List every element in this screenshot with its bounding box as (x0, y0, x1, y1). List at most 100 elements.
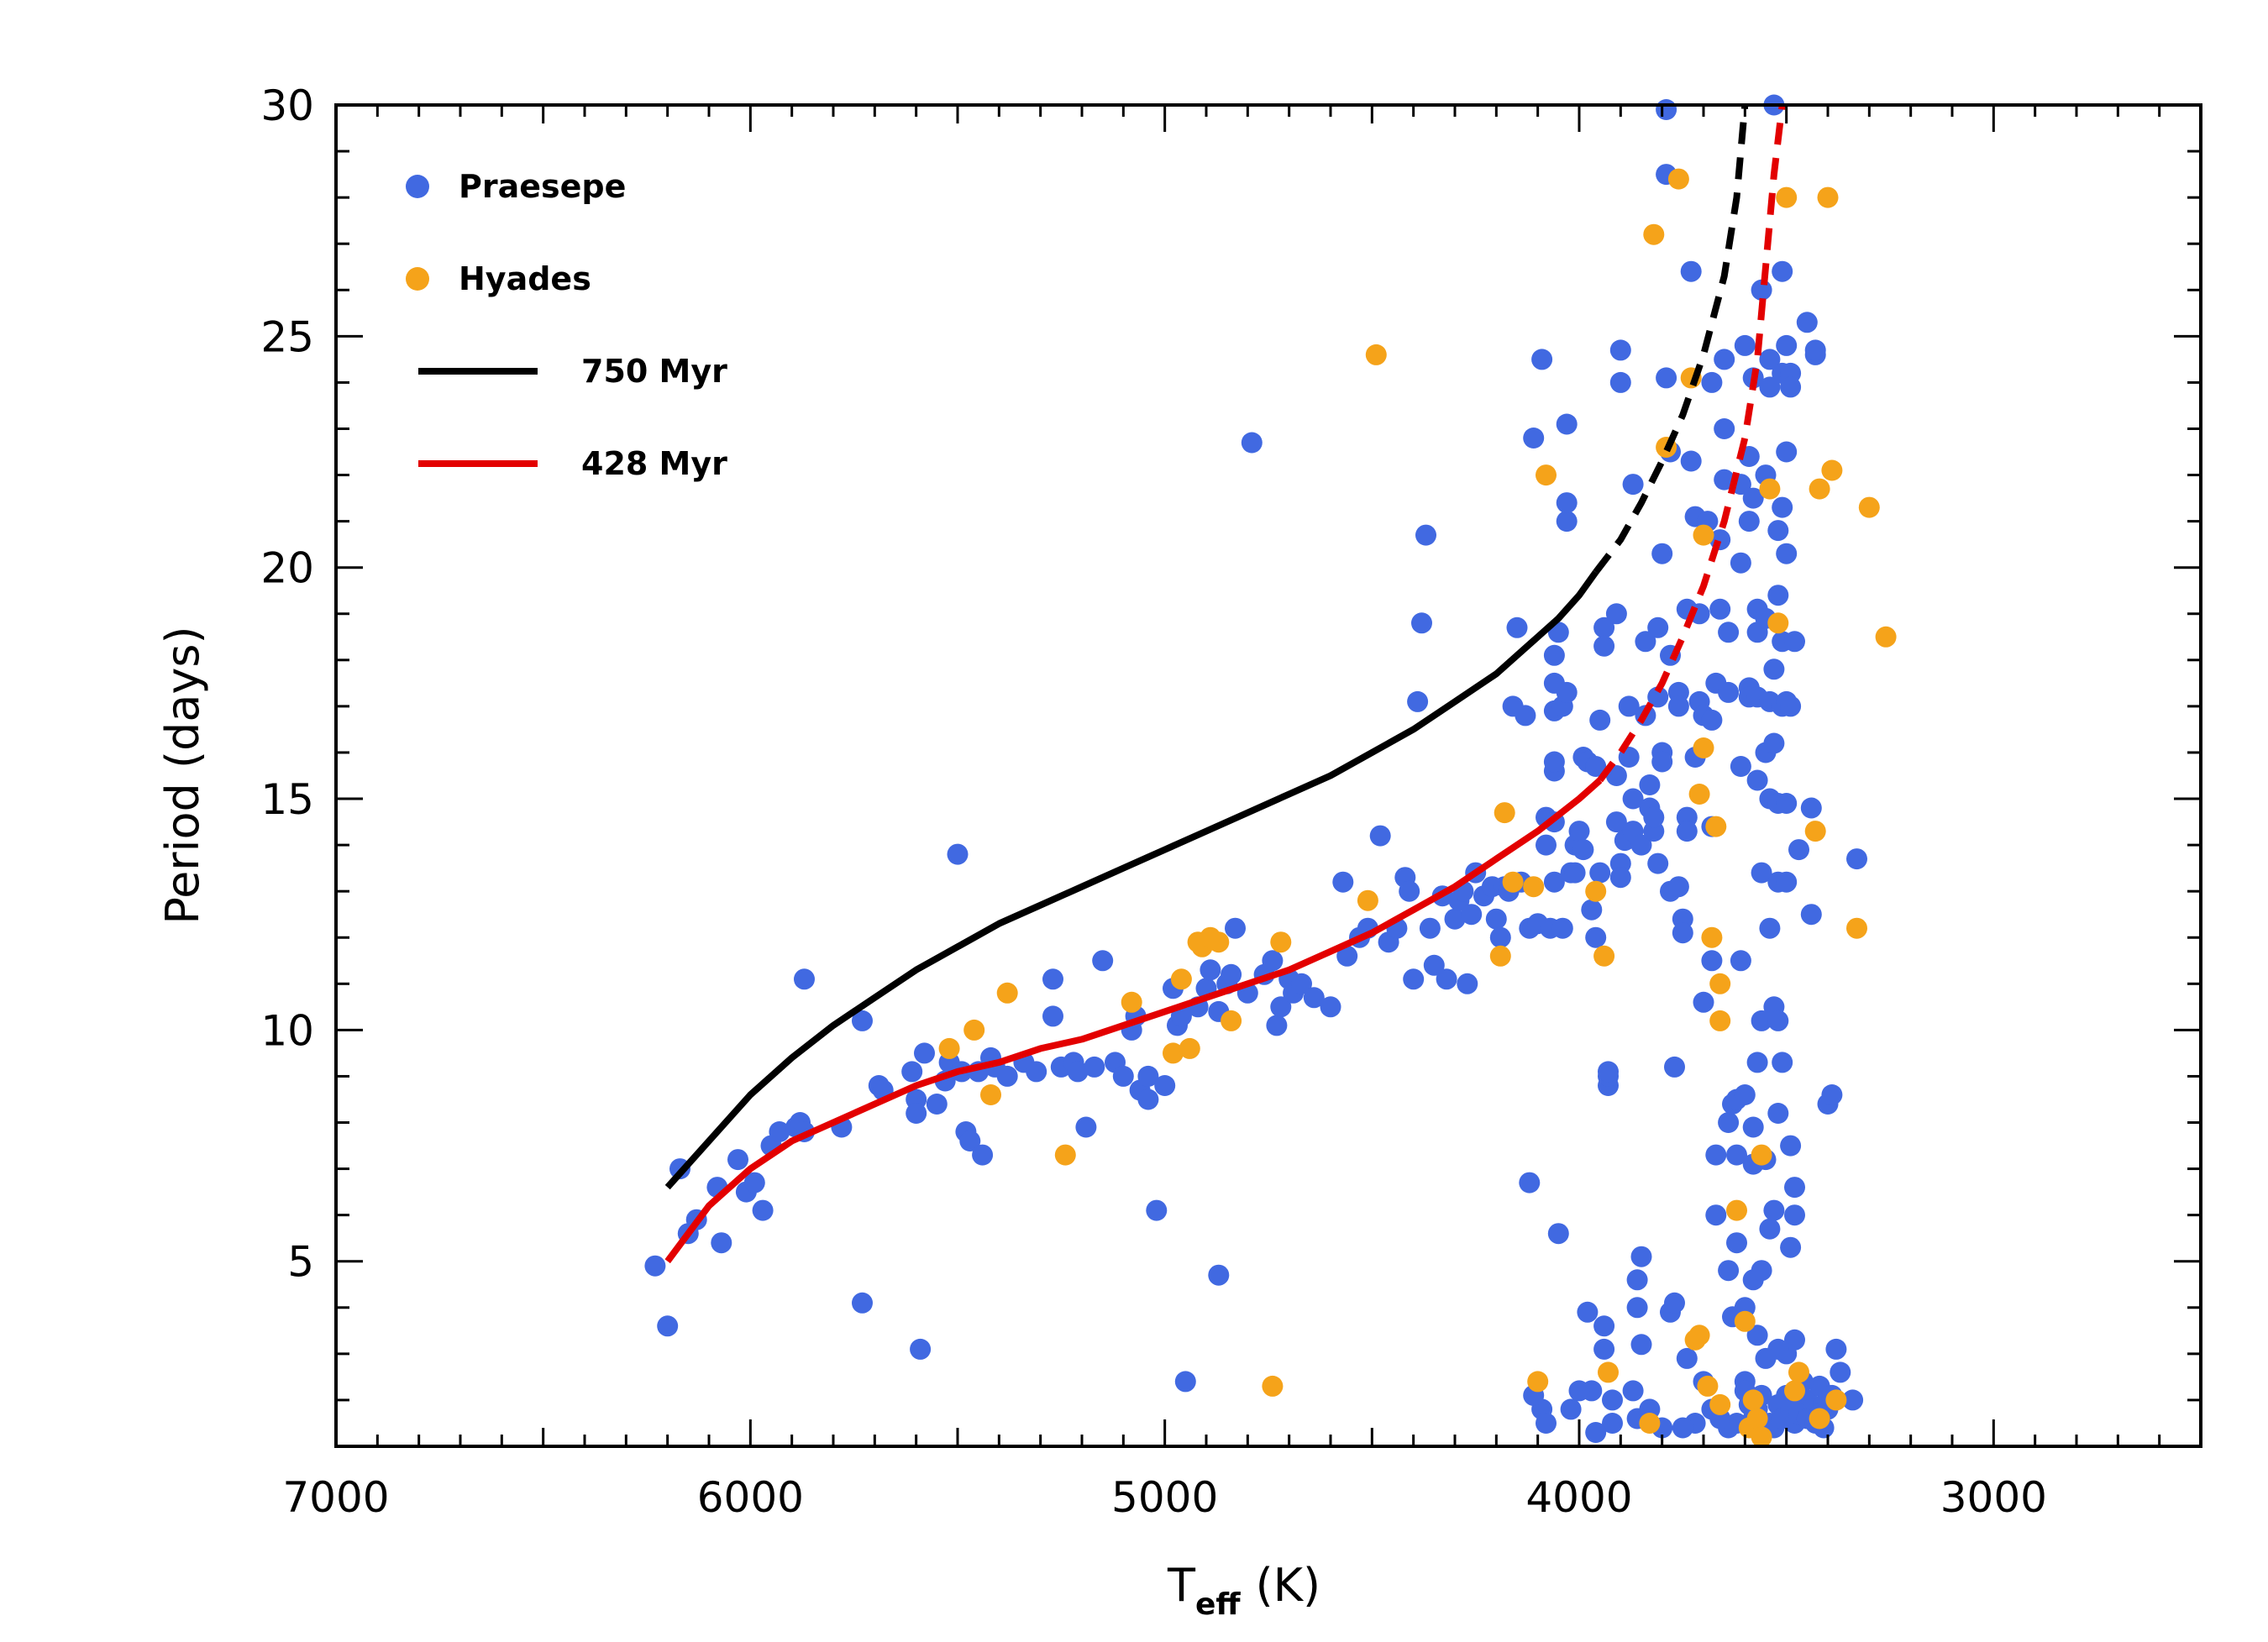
praesepe-point (1667, 876, 1689, 898)
praesepe-point (1664, 1056, 1685, 1078)
praesepe-point (1581, 899, 1603, 921)
praesepe-point (1693, 991, 1714, 1013)
hyades-point (1365, 344, 1387, 365)
plot-frame (334, 103, 2202, 1448)
hyades-point (938, 1037, 960, 1059)
hyades-point (1846, 917, 1867, 939)
praesepe-point (1776, 793, 1798, 814)
hyades-point (1809, 1408, 1830, 1430)
praesepe-point (1780, 1236, 1802, 1258)
x-axis-title-sub: eff (1195, 1587, 1241, 1622)
praesepe-point (1589, 862, 1611, 884)
hyades-point (1709, 973, 1731, 994)
praesepe-point (1776, 334, 1798, 356)
hyades-point (1054, 1144, 1076, 1166)
hyades-point (1639, 1413, 1661, 1434)
hyades-point (1767, 612, 1789, 634)
hyades-point (1527, 1371, 1549, 1393)
praesepe-point (1759, 349, 1781, 370)
praesepe-point (996, 1065, 1018, 1087)
praesepe-point (1515, 705, 1536, 727)
praesepe-point (1092, 950, 1114, 972)
praesepe-point (1846, 848, 1867, 870)
praesepe-point (1605, 603, 1627, 625)
hyades-point (1163, 1042, 1184, 1064)
praesepe-point (1200, 959, 1221, 981)
praesepe-point (1146, 1199, 1168, 1221)
praesepe-point (1751, 862, 1772, 884)
praesepe-point (1730, 950, 1751, 972)
praesepe-point (947, 843, 969, 865)
y-tick-label: 30 (260, 81, 314, 130)
praesepe-point (1556, 681, 1578, 703)
hyades-point (1523, 876, 1545, 898)
praesepe-point (1780, 1135, 1802, 1157)
hyades-point (1701, 926, 1723, 948)
hyades-point (1357, 889, 1378, 911)
hyades-point (1751, 1426, 1772, 1448)
praesepe-point (1714, 469, 1735, 491)
praesepe-point (1772, 260, 1793, 282)
hyades-point (1858, 496, 1880, 518)
praesepe-point (1780, 376, 1802, 398)
praesepe-point (743, 1172, 765, 1193)
praesepe-point (972, 1144, 994, 1166)
hyades-point (1751, 1144, 1772, 1166)
praesepe-point (1763, 1199, 1785, 1221)
y-tick-label: 20 (260, 544, 314, 593)
praesepe-point (1672, 922, 1693, 944)
praesepe-point (1556, 511, 1578, 532)
hyades-point (1262, 1375, 1284, 1397)
praesepe-point (1564, 862, 1586, 884)
hyades-point (1734, 1310, 1756, 1332)
legend-label-750-myr: 750 Myr (581, 353, 727, 390)
praesepe-point (1647, 852, 1669, 874)
hyades-point (1502, 871, 1524, 893)
praesepe-point (1630, 1246, 1652, 1267)
praesepe-point (914, 1042, 935, 1064)
praesepe-point (910, 1338, 932, 1360)
hyades-point (1598, 1361, 1619, 1383)
praesepe-point (1336, 945, 1358, 967)
hyades-point (1693, 737, 1714, 758)
praesepe-point (1303, 987, 1325, 1009)
praesepe-point (644, 1255, 666, 1277)
legend-label-hyades: Hyades (459, 260, 591, 297)
praesepe-point (1506, 616, 1528, 638)
x-axis-title-main: T (1167, 1559, 1196, 1612)
praesepe-point (1821, 1084, 1843, 1105)
praesepe-point (1598, 1061, 1619, 1083)
hyades-point (1709, 1393, 1731, 1415)
praesepe-point (1622, 788, 1644, 810)
praesepe-point (1622, 1380, 1644, 1402)
hyades-point (1726, 1199, 1747, 1221)
praesepe-point (1411, 612, 1432, 634)
curve-750-myr-solid (664, 569, 1599, 1190)
praesepe-point (1461, 904, 1483, 926)
praesepe-point (1605, 811, 1627, 833)
praesepe-point (1067, 1061, 1089, 1083)
praesepe-point (1332, 871, 1354, 893)
praesepe-point (1137, 1089, 1159, 1110)
praesepe-point (1776, 543, 1798, 564)
hyades-point (1742, 1389, 1764, 1411)
hyades-point (1494, 802, 1515, 824)
praesepe-point (1767, 1010, 1789, 1031)
praesepe-point (1730, 756, 1751, 777)
praesepe-point (1776, 441, 1798, 463)
praesepe-point (1523, 428, 1545, 449)
legend: Praesepe Hyades 750 Myr 428 Myr (406, 168, 727, 482)
praesepe-point (1664, 1292, 1685, 1314)
praesepe-point (1680, 260, 1702, 282)
praesepe-point (1547, 1223, 1569, 1245)
x-tick-label: 6000 (697, 1473, 804, 1522)
praesepe-point (1676, 1347, 1698, 1369)
hyades-point (1489, 945, 1511, 967)
praesepe-point (1568, 821, 1590, 842)
praesepe-point (1800, 797, 1822, 819)
praesepe-point (1585, 926, 1607, 948)
praesepe-point (1784, 631, 1805, 653)
hyades-point (1875, 626, 1897, 648)
praesepe-point (1746, 769, 1768, 791)
